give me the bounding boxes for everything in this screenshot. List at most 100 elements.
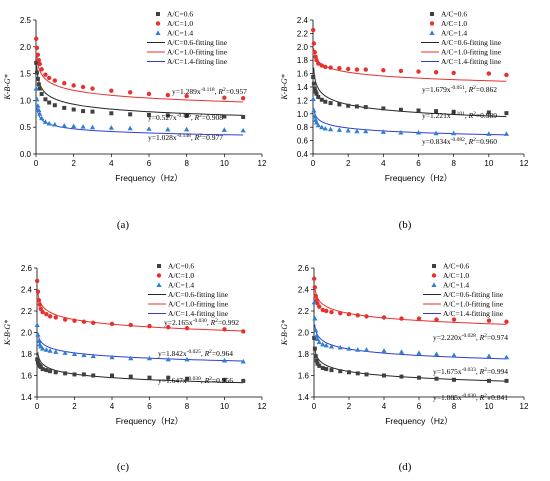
data-point (381, 106, 386, 111)
x-tick-label: 0 (312, 402, 317, 411)
data-point (109, 111, 114, 116)
data-point (62, 81, 67, 86)
legend-marker (156, 273, 162, 278)
data-point (346, 312, 352, 317)
data-point (36, 107, 42, 113)
x-tick-label: 8 (184, 159, 189, 168)
data-point (80, 84, 86, 90)
data-point (33, 86, 39, 91)
data-point (320, 307, 325, 313)
y-tick-label: 1.5 (20, 70, 32, 79)
x-tick-label: 2 (346, 159, 351, 168)
data-point (504, 319, 509, 324)
data-point (312, 49, 317, 55)
legend-label: A/C=0.6-fitting line (168, 290, 229, 299)
x-tick-label: 2 (71, 159, 76, 168)
y-tick-label: 2.2 (298, 307, 310, 316)
data-point (91, 373, 96, 378)
data-point (39, 115, 45, 121)
data-point (40, 346, 46, 351)
x-tick-label: 10 (484, 159, 493, 168)
y-tick-label: 0.6 (297, 137, 309, 146)
data-point (47, 100, 52, 105)
data-point (184, 326, 190, 331)
data-point (44, 368, 49, 373)
data-point (399, 316, 404, 321)
fit-line (37, 332, 244, 362)
data-point (312, 346, 317, 351)
data-point (363, 67, 368, 72)
data-point (312, 315, 318, 321)
data-point (416, 108, 421, 113)
data-point (312, 86, 317, 91)
data-point (44, 312, 49, 317)
data-point (108, 125, 114, 130)
x-tick-label: 6 (147, 402, 152, 411)
legend-label: A/C=1.4-fitting line (168, 309, 229, 318)
data-point (452, 377, 456, 382)
data-point (35, 76, 40, 81)
x-axis-label: Frequency（Hz） (385, 173, 453, 183)
data-point (416, 69, 421, 74)
x-tick-label: 10 (485, 402, 494, 411)
x-tick-label: 8 (185, 402, 190, 411)
data-point (61, 122, 67, 128)
data-point (36, 82, 41, 87)
y-tick-label: 2.0 (20, 43, 32, 52)
data-point (398, 129, 404, 135)
data-point (80, 124, 86, 129)
x-tick-label: 6 (147, 159, 152, 168)
data-point (62, 105, 67, 110)
data-point (337, 102, 342, 107)
fit-line (36, 65, 244, 116)
data-point (381, 348, 387, 353)
data-point (416, 316, 422, 321)
data-point (399, 374, 404, 379)
data-point (184, 113, 189, 118)
data-point (311, 74, 316, 79)
data-point (165, 92, 171, 98)
x-tick-label: 8 (451, 159, 456, 168)
data-point (363, 105, 368, 110)
data-point (241, 329, 246, 334)
x-tick-label: 0 (35, 402, 40, 411)
data-point (313, 293, 318, 299)
data-point (313, 54, 318, 60)
legend-label: A/C=1.0-fitting line (443, 300, 504, 309)
data-point (310, 27, 316, 33)
legend-label: A/C=1.4-fitting line (167, 57, 228, 66)
chart-panel-4: 0 2 4 6 8 10 12 1.4 1.6 1.8 2.0 2.2 2.4 2.6 Frequency（… (280, 262, 529, 473)
data-point (319, 124, 325, 130)
legend-label: A/C=1.4 (167, 29, 193, 38)
data-point (363, 128, 369, 134)
data-point (221, 127, 227, 132)
data-point (355, 371, 360, 376)
data-point (310, 96, 316, 102)
x-tick-label: 0 (311, 159, 316, 168)
data-point (62, 317, 68, 322)
data-point (128, 322, 133, 328)
data-point (36, 338, 42, 344)
data-point (166, 324, 171, 330)
data-point (81, 109, 86, 114)
data-point (222, 95, 227, 100)
data-point (503, 354, 510, 360)
data-point (311, 41, 317, 46)
data-point (35, 52, 41, 58)
y-tick-label: 1.6 (298, 372, 310, 381)
y-axis-label: K-B-G* (280, 74, 289, 100)
x-tick-label: 6 (416, 159, 421, 168)
data-point (322, 125, 328, 131)
panel-label: (c) (117, 461, 130, 473)
data-point (43, 72, 48, 77)
data-point (314, 91, 319, 96)
data-point (35, 332, 41, 337)
data-point (222, 377, 227, 382)
data-point (355, 313, 360, 318)
data-point (34, 60, 39, 65)
data-point (34, 70, 39, 75)
data-point (317, 363, 322, 368)
legend-label: A/C=1.0-fitting line (168, 300, 229, 309)
data-point (34, 96, 40, 102)
data-point (36, 58, 42, 63)
